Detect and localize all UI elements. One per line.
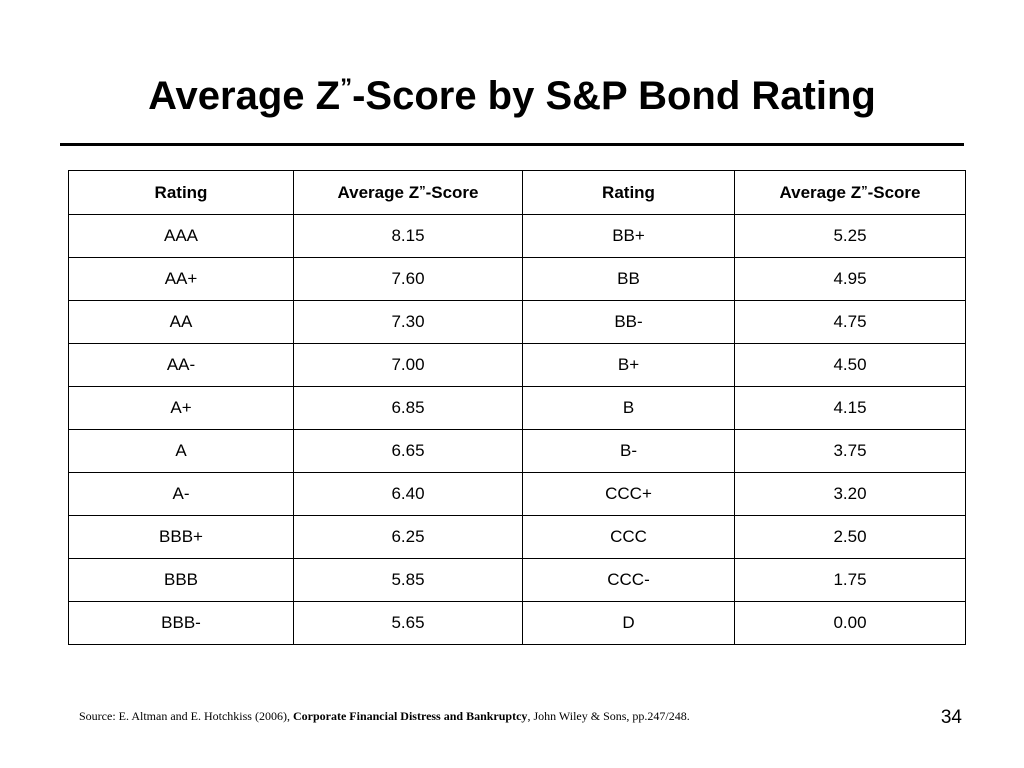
- source-prefix: Source: E. Altman and E. Hotchkiss (2006…: [79, 709, 293, 723]
- header-main: Rating: [602, 182, 655, 202]
- rating-cell: AA: [68, 300, 294, 344]
- title-prefix: Average Z: [148, 74, 341, 118]
- score-cell: 6.25: [293, 515, 523, 559]
- table-row: AA 7.30 BB- 4.75: [68, 300, 966, 344]
- score-cell: 7.00: [293, 343, 523, 387]
- score-cell: 5.85: [293, 558, 523, 602]
- rating-cell: B: [522, 386, 735, 430]
- table-row: BBB 5.85 CCC- 1.75: [68, 558, 966, 602]
- header-cell: Average Z”-Score: [734, 170, 966, 215]
- rating-cell: AA+: [68, 257, 294, 301]
- table-row: AA- 7.00 B+ 4.50: [68, 343, 966, 387]
- rating-cell: BB-: [522, 300, 735, 344]
- source-citation: Source: E. Altman and E. Hotchkiss (2006…: [79, 708, 690, 724]
- score-cell: 6.65: [293, 429, 523, 473]
- rating-cell: BBB: [68, 558, 294, 602]
- score-cell: 4.75: [734, 300, 966, 344]
- score-cell: 3.75: [734, 429, 966, 473]
- header-tail: -Score: [425, 182, 479, 202]
- score-cell: 4.50: [734, 343, 966, 387]
- score-cell: 0.00: [734, 601, 966, 645]
- score-cell: 2.50: [734, 515, 966, 559]
- rating-cell: BBB-: [68, 601, 294, 645]
- rating-cell: B-: [522, 429, 735, 473]
- rating-cell: A-: [68, 472, 294, 516]
- header-main: Rating: [154, 182, 208, 202]
- header-cell: Rating: [68, 170, 294, 215]
- title-divider: [60, 143, 964, 146]
- rating-cell: BB+: [522, 214, 735, 258]
- table-row: AAA 8.15 BB+ 5.25: [68, 214, 966, 258]
- table-row: A+ 6.85 B 4.15: [68, 386, 966, 430]
- table-row: BBB- 5.65 D 0.00: [68, 601, 966, 645]
- rating-cell: A: [68, 429, 294, 473]
- score-cell: 8.15: [293, 214, 523, 258]
- z-score-table: Rating Average Z”-Score Rating Average Z…: [68, 170, 966, 645]
- table-header-row: Rating Average Z”-Score Rating Average Z…: [68, 170, 966, 215]
- table-row: A 6.65 B- 3.75: [68, 429, 966, 473]
- table-row: BBB+ 6.25 CCC 2.50: [68, 515, 966, 559]
- source-book-title: Corporate Financial Distress and Bankrup…: [292, 709, 528, 723]
- table-row: AA+ 7.60 BB 4.95: [68, 257, 966, 301]
- header-main: Average Z: [779, 182, 862, 202]
- rating-cell: A+: [68, 386, 294, 430]
- header-main: Average Z: [337, 182, 420, 202]
- score-cell: 3.20: [734, 472, 966, 516]
- header-cell: Average Z”-Score: [293, 170, 523, 215]
- score-cell: 1.75: [734, 558, 966, 602]
- title-suffix: -Score by S&P Bond Rating: [352, 74, 876, 118]
- page-number: 34: [940, 707, 962, 728]
- score-cell: 4.95: [734, 257, 966, 301]
- score-cell: 5.25: [734, 214, 966, 258]
- rating-cell: D: [522, 601, 735, 645]
- header-mark: ”: [419, 182, 426, 198]
- score-cell: 7.30: [293, 300, 523, 344]
- rating-cell: CCC: [522, 515, 735, 559]
- score-cell: 4.15: [734, 386, 966, 430]
- header-cell: Rating: [522, 170, 735, 215]
- table-row: A- 6.40 CCC+ 3.20: [68, 472, 966, 516]
- score-cell: 5.65: [293, 601, 523, 645]
- title-quote-mark: ”: [340, 74, 353, 101]
- score-cell: 6.85: [293, 386, 523, 430]
- header-mark: ”: [861, 182, 868, 198]
- rating-cell: B+: [522, 343, 735, 387]
- rating-cell: CCC+: [522, 472, 735, 516]
- score-cell: 6.40: [293, 472, 523, 516]
- rating-cell: AA-: [68, 343, 294, 387]
- rating-cell: CCC-: [522, 558, 735, 602]
- rating-cell: AAA: [68, 214, 294, 258]
- score-cell: 7.60: [293, 257, 523, 301]
- slide-title: Average Z”-Score by S&P Bond Rating: [0, 70, 1024, 122]
- source-suffix: , John Wiley & Sons, pp.247/248.: [527, 709, 690, 723]
- header-tail: -Score: [867, 182, 921, 202]
- rating-cell: BBB+: [68, 515, 294, 559]
- rating-cell: BB: [522, 257, 735, 301]
